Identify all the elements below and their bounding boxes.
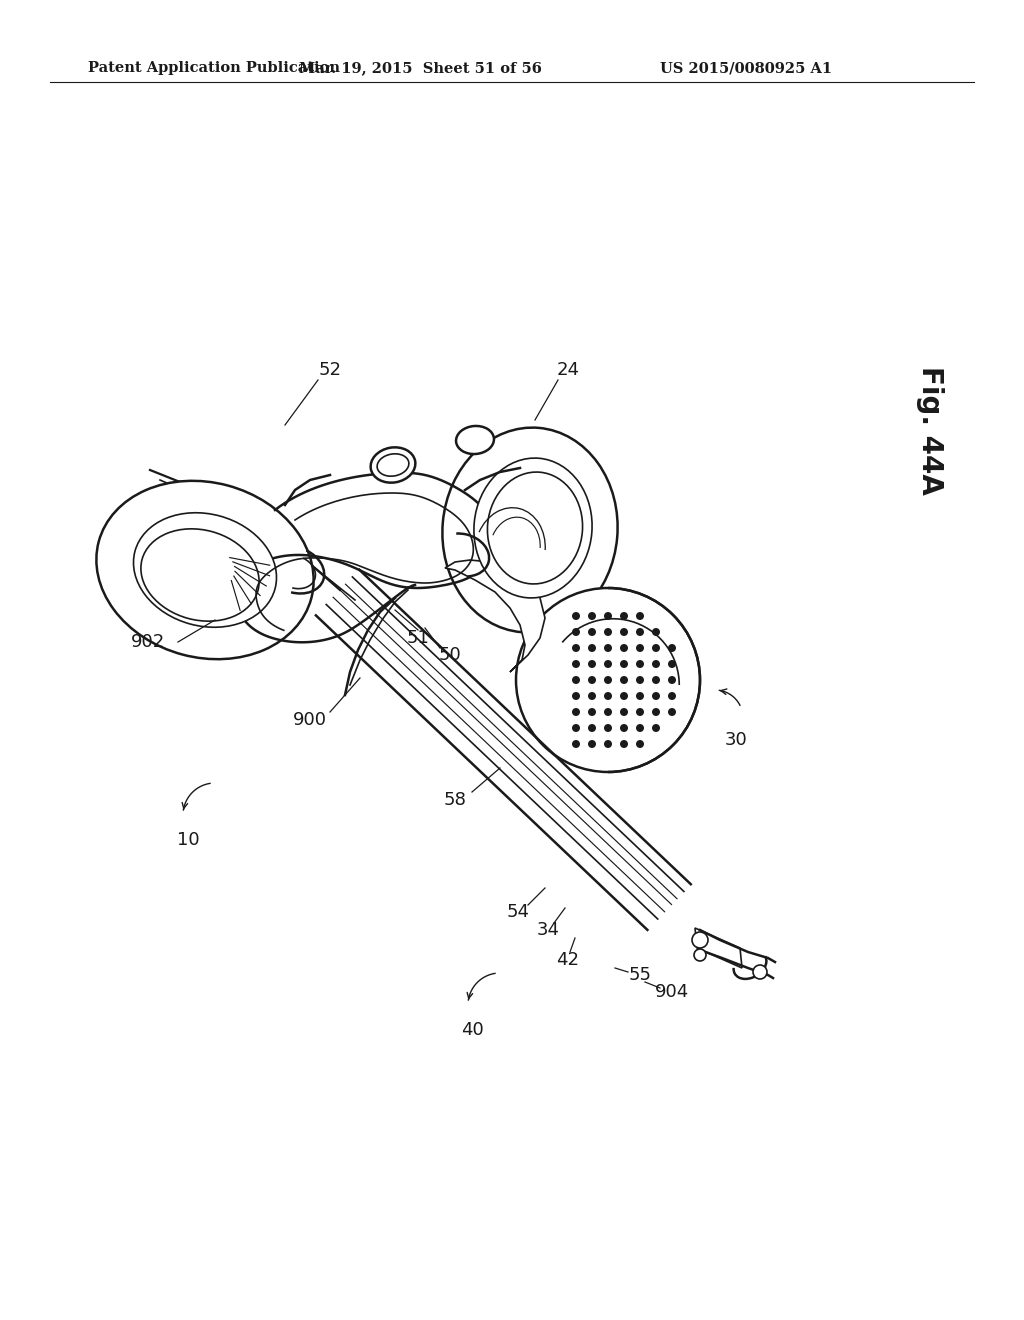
Circle shape: [572, 612, 580, 620]
Circle shape: [604, 723, 612, 733]
Ellipse shape: [141, 529, 259, 622]
Text: 34: 34: [537, 921, 559, 939]
Circle shape: [572, 723, 580, 733]
Circle shape: [668, 660, 676, 668]
Circle shape: [636, 723, 644, 733]
Circle shape: [604, 612, 612, 620]
Circle shape: [572, 660, 580, 668]
Text: 30: 30: [725, 731, 748, 748]
Circle shape: [572, 741, 580, 748]
Circle shape: [572, 644, 580, 652]
Text: 54: 54: [507, 903, 529, 921]
Circle shape: [636, 708, 644, 715]
Circle shape: [604, 660, 612, 668]
Circle shape: [636, 676, 644, 684]
Text: 51: 51: [407, 630, 429, 647]
Text: 58: 58: [443, 791, 467, 809]
Circle shape: [652, 644, 660, 652]
Circle shape: [620, 723, 628, 733]
Circle shape: [588, 644, 596, 652]
Circle shape: [588, 612, 596, 620]
Text: Patent Application Publication: Patent Application Publication: [88, 61, 340, 75]
Polygon shape: [695, 928, 742, 968]
Circle shape: [588, 692, 596, 700]
Circle shape: [588, 723, 596, 733]
Circle shape: [588, 676, 596, 684]
Ellipse shape: [442, 428, 617, 632]
Circle shape: [588, 708, 596, 715]
Circle shape: [620, 644, 628, 652]
Text: 52: 52: [318, 360, 341, 379]
Circle shape: [572, 628, 580, 636]
Circle shape: [604, 741, 612, 748]
Text: Mar. 19, 2015  Sheet 51 of 56: Mar. 19, 2015 Sheet 51 of 56: [299, 61, 542, 75]
Circle shape: [668, 708, 676, 715]
Text: 42: 42: [556, 950, 580, 969]
Circle shape: [668, 644, 676, 652]
Circle shape: [620, 676, 628, 684]
Circle shape: [652, 628, 660, 636]
Circle shape: [668, 692, 676, 700]
Circle shape: [652, 676, 660, 684]
Ellipse shape: [371, 447, 416, 483]
Circle shape: [652, 708, 660, 715]
Ellipse shape: [487, 473, 583, 583]
Text: 10: 10: [177, 832, 200, 849]
Ellipse shape: [96, 480, 313, 659]
Circle shape: [636, 692, 644, 700]
Circle shape: [620, 612, 628, 620]
Circle shape: [604, 644, 612, 652]
Text: 24: 24: [556, 360, 580, 379]
Circle shape: [636, 741, 644, 748]
Polygon shape: [455, 473, 582, 550]
Circle shape: [620, 628, 628, 636]
Circle shape: [694, 949, 706, 961]
Circle shape: [588, 741, 596, 748]
Circle shape: [588, 628, 596, 636]
Circle shape: [636, 628, 644, 636]
Circle shape: [636, 612, 644, 620]
Text: 902: 902: [131, 634, 165, 651]
Circle shape: [572, 692, 580, 700]
Circle shape: [692, 932, 708, 948]
Circle shape: [652, 723, 660, 733]
Text: 55: 55: [629, 966, 651, 983]
Circle shape: [620, 708, 628, 715]
Ellipse shape: [133, 512, 276, 627]
Circle shape: [620, 660, 628, 668]
Circle shape: [652, 660, 660, 668]
Text: 900: 900: [293, 711, 327, 729]
Ellipse shape: [474, 458, 592, 598]
Circle shape: [652, 692, 660, 700]
Text: Fig. 44A: Fig. 44A: [916, 366, 944, 495]
Text: 40: 40: [461, 1020, 483, 1039]
Circle shape: [753, 965, 767, 979]
Circle shape: [604, 628, 612, 636]
Circle shape: [604, 708, 612, 715]
Circle shape: [636, 660, 644, 668]
Ellipse shape: [456, 426, 494, 454]
Circle shape: [668, 676, 676, 684]
Text: 904: 904: [655, 983, 689, 1001]
Circle shape: [604, 676, 612, 684]
Circle shape: [604, 692, 612, 700]
Circle shape: [588, 660, 596, 668]
Text: US 2015/0080925 A1: US 2015/0080925 A1: [660, 61, 833, 75]
Circle shape: [572, 708, 580, 715]
Circle shape: [572, 676, 580, 684]
Circle shape: [636, 644, 644, 652]
Circle shape: [620, 741, 628, 748]
Text: 50: 50: [438, 645, 462, 664]
Circle shape: [620, 692, 628, 700]
Ellipse shape: [516, 587, 700, 772]
Polygon shape: [445, 560, 545, 672]
